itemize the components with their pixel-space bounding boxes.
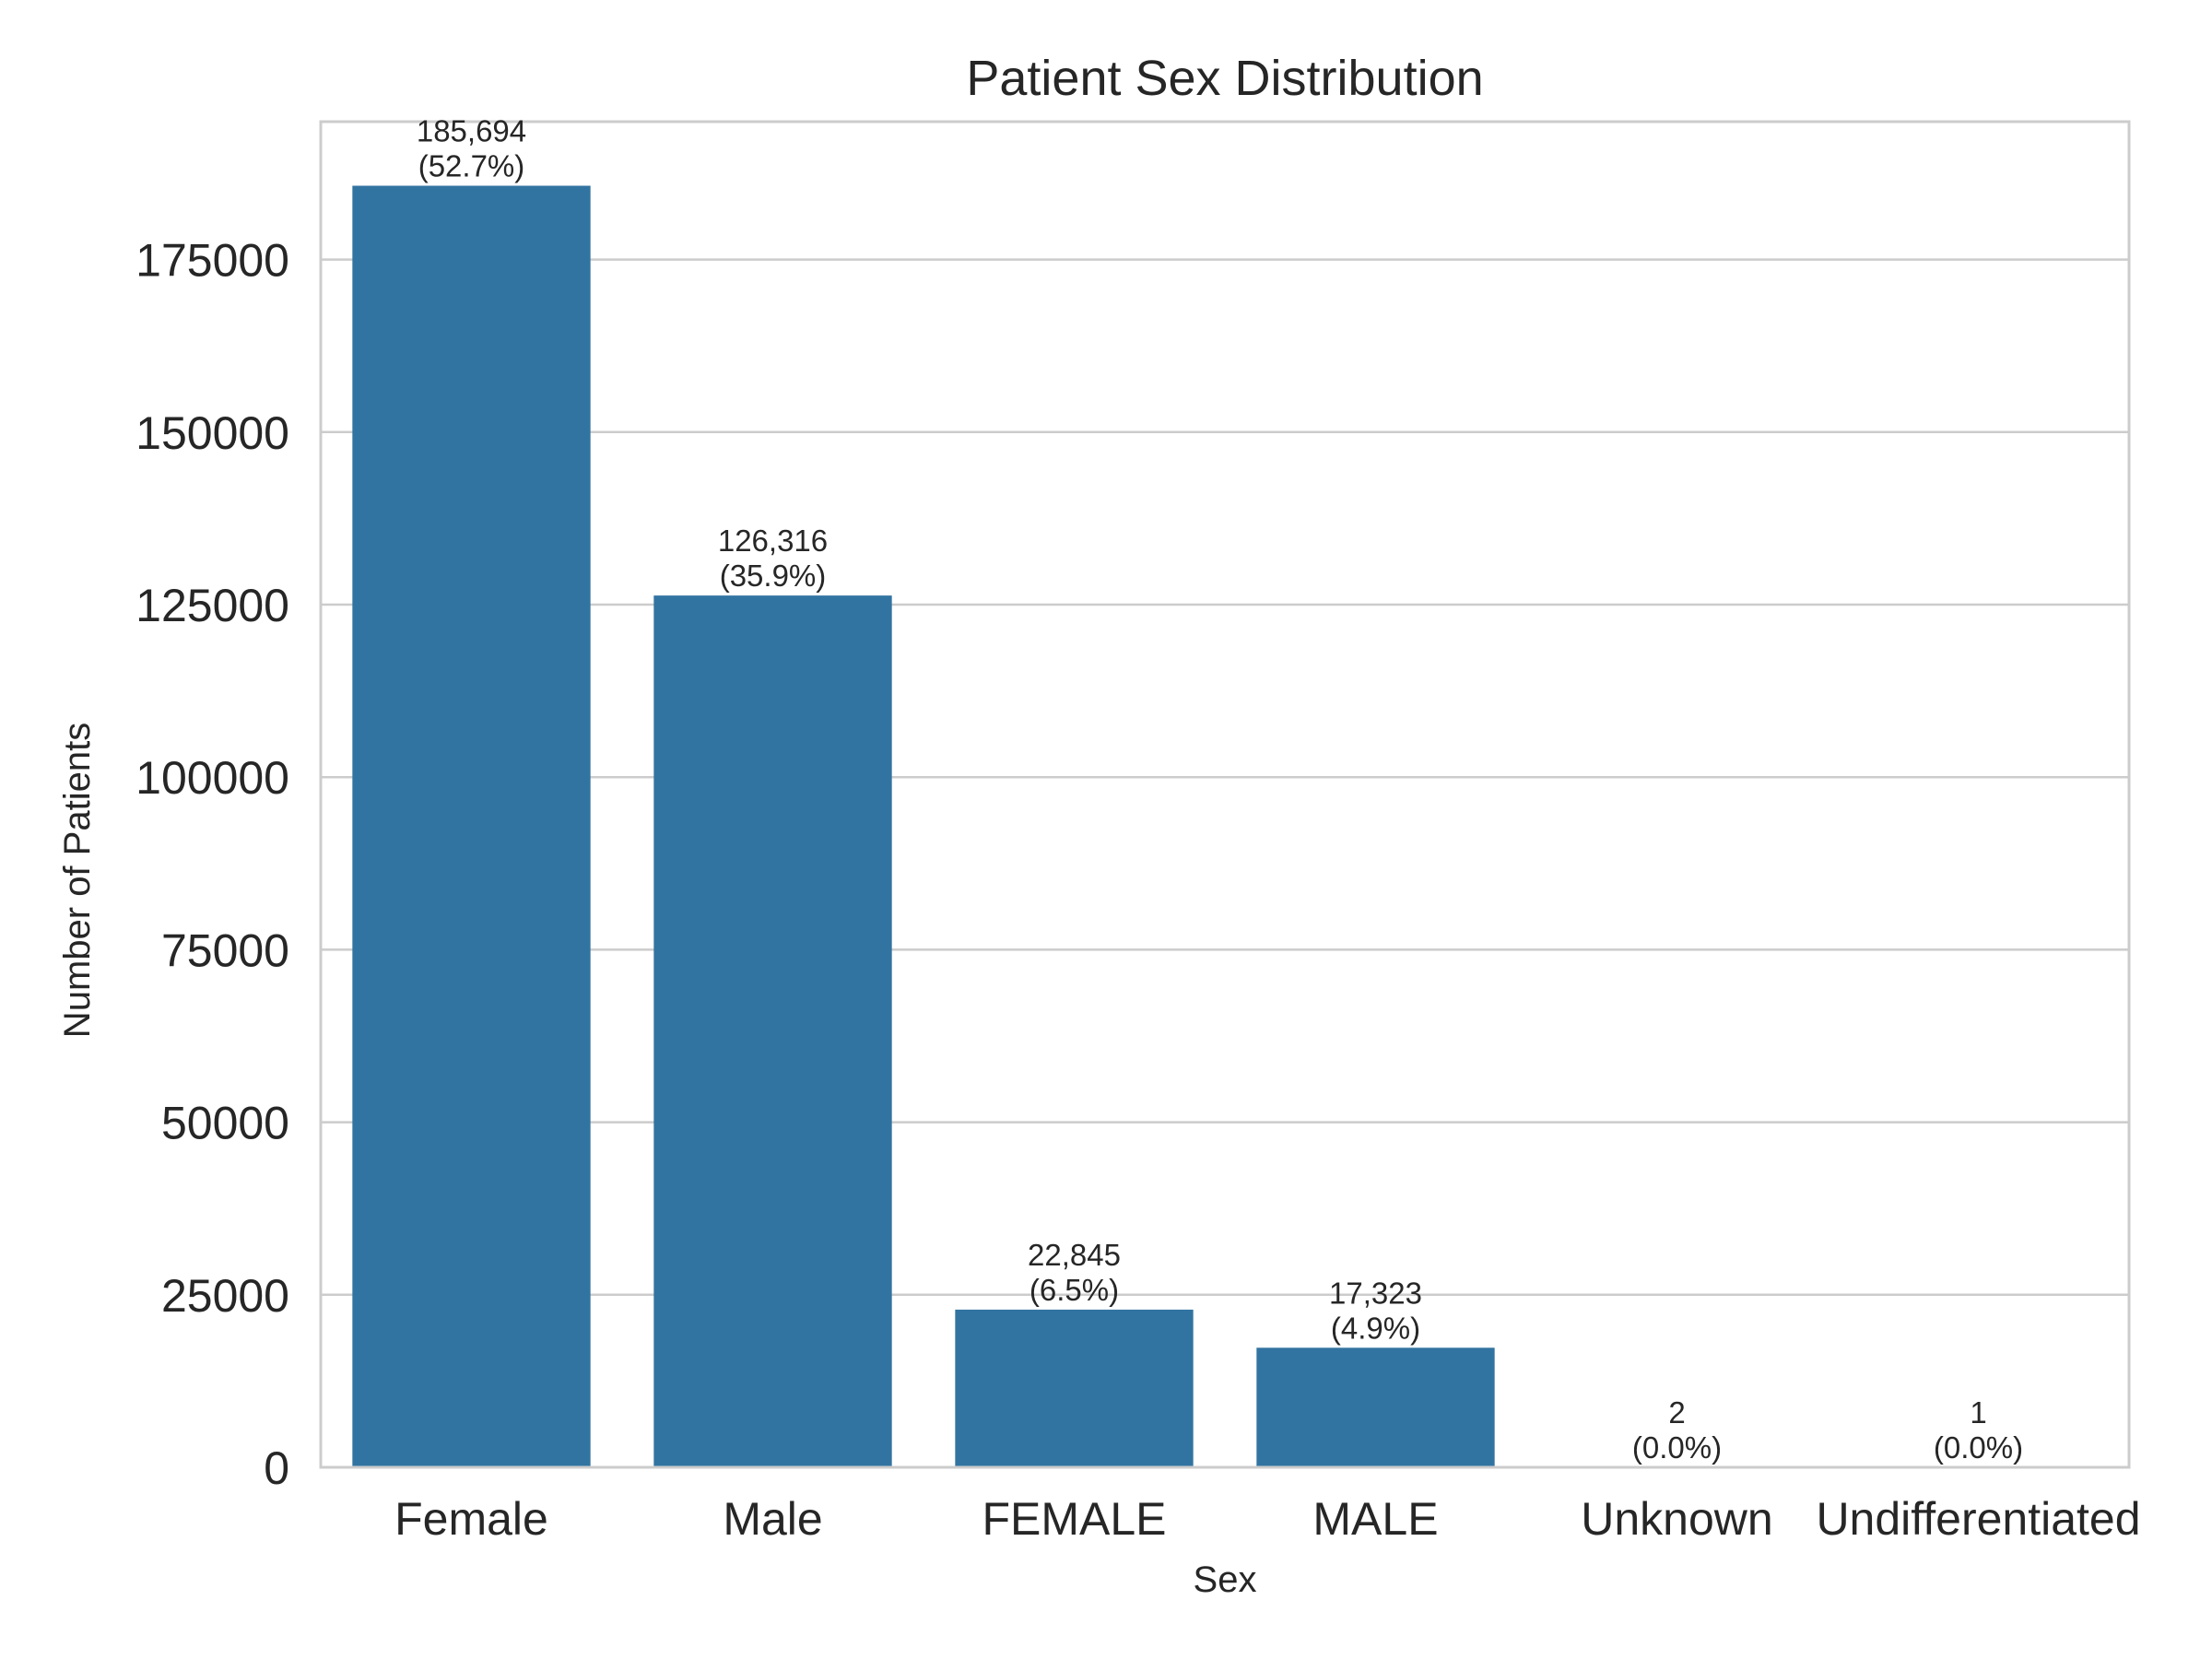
y-tick-label: 25000	[161, 1270, 289, 1322]
y-axis-label: Number of Patients	[57, 723, 98, 1038]
x-tick-label: Unknown	[1581, 1493, 1772, 1545]
x-tick-label: Male	[723, 1493, 822, 1545]
percent-label: (0.0%)	[1632, 1430, 1722, 1465]
bar	[955, 1309, 1194, 1467]
x-axis-ticks: Female Male FEMALE MALE Unknown Undifferentia…	[394, 1493, 2140, 1545]
percent-label: (0.0%)	[1934, 1430, 2023, 1465]
y-tick-label: 175000	[135, 235, 289, 287]
value-label: 185,694	[417, 114, 526, 148]
y-tick-label: 0	[264, 1442, 289, 1494]
bar	[1256, 1347, 1495, 1467]
bar	[352, 185, 591, 1467]
percent-label: (52.7%)	[418, 149, 525, 183]
value-label: 126,316	[718, 524, 828, 558]
value-label: 1	[1970, 1395, 1986, 1430]
x-axis-label: Sex	[1194, 1559, 1257, 1600]
y-tick-label: 150000	[135, 407, 289, 459]
x-tick-label: Undifferentiated	[1816, 1493, 2140, 1545]
chart-title: Patient Sex Distribution	[966, 51, 1483, 106]
percent-label: (6.5%)	[1030, 1273, 1119, 1307]
x-tick-label: MALE	[1312, 1493, 1438, 1545]
value-label: 17,323	[1329, 1276, 1422, 1310]
y-tick-label: 125000	[135, 580, 289, 631]
x-tick-label: Female	[394, 1493, 548, 1545]
y-tick-label: 100000	[135, 752, 289, 804]
bar	[653, 595, 892, 1467]
gridlines	[321, 258, 2129, 1297]
percent-label: (4.9%)	[1331, 1311, 1420, 1345]
value-label: 2	[1668, 1395, 1685, 1430]
data-labels: 185,694(52.7%) 126,316(35.9%) 22,845(6.5%)…	[417, 114, 2023, 1465]
y-tick-label: 75000	[161, 924, 289, 976]
x-tick-label: FEMALE	[982, 1493, 1166, 1545]
bars	[352, 185, 2098, 1467]
percent-label: (35.9%)	[720, 559, 827, 593]
plot-frame	[319, 120, 2131, 1469]
y-tick-label: 50000	[161, 1098, 289, 1149]
value-label: 22,845	[1028, 1238, 1121, 1272]
y-axis-ticks: 0 25000 50000 75000 100000 125000 150000 175000	[135, 235, 289, 1494]
